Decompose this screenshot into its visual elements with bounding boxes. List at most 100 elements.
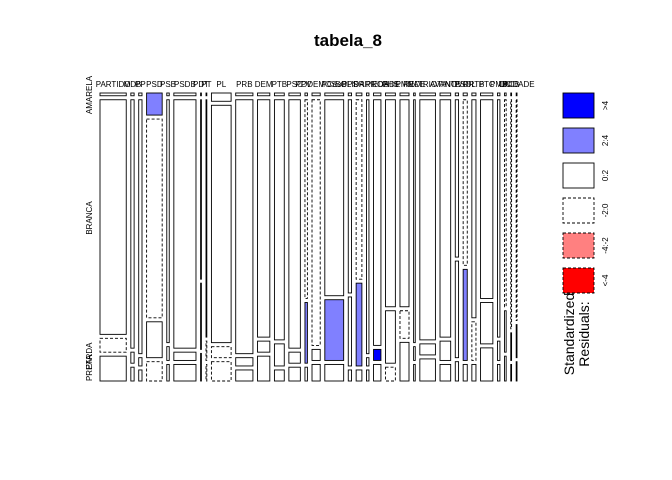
mosaic-tile-partido-parda [99, 337, 127, 353]
mosaic-tile-pros-amarela [373, 92, 382, 97]
mosaic-tile-solidariedade-amarela [366, 92, 370, 97]
mosaic-tile-prb-preta [235, 369, 254, 382]
legend-swatch-4 [562, 232, 595, 259]
mosaic-tile-psol-parda [462, 268, 468, 361]
mosaic-tile-pcdob-branca [324, 99, 345, 297]
column-label-psc: PSC [286, 80, 303, 89]
column-label-psb: PSB [160, 80, 176, 89]
mosaic-tile-pt-branca [205, 99, 208, 338]
mosaic-tile-pl-branca [210, 104, 232, 344]
mosaic-tile-pmn-preta [399, 341, 410, 382]
mosaic-tile-avante-preta [439, 363, 452, 382]
mosaic-tile-pcb-parda [510, 332, 513, 361]
mosaic-tile-pps-branca [347, 99, 352, 294]
mosaic-tile-psc-amarela [288, 92, 301, 97]
mosaic-tile-psc-branca [288, 99, 301, 349]
mosaic-tile-pmn-parda [399, 310, 410, 339]
mosaic-tile-pl-amarela [210, 92, 232, 102]
mosaic-tile-ptc-branca [480, 99, 494, 299]
mosaic-tile-pmb-amarela [497, 92, 501, 97]
row-label-amarela: AMARELA [85, 75, 94, 114]
column-label-pv: PV [301, 80, 312, 89]
mosaic-tile-novo-amarela [454, 92, 460, 97]
mosaic-tile-pros-preta [373, 363, 382, 382]
mosaic-tile-psol-preta [462, 363, 468, 382]
legend-label-5: <-4 [601, 274, 610, 286]
mosaic-tile-pv-branca [304, 99, 308, 299]
mosaic-tile-dem-branca [257, 99, 271, 338]
mosaic-tile-pmb-branca [497, 99, 501, 338]
legend-label-1: 2:4 [601, 134, 610, 146]
mosaic-tile-dc-amarela [504, 92, 507, 97]
mosaic-tile-unidade-preta [515, 361, 518, 382]
mosaic-tile-psd-preta [146, 361, 163, 382]
mosaic-tile-pps-preta [347, 369, 352, 382]
column-label-dem: DEM [255, 80, 273, 89]
column-label-avante: AVANTE [430, 80, 461, 89]
mosaic-tile-patriota-preta [419, 358, 436, 382]
legend-swatch-0 [562, 92, 595, 119]
mosaic-tile-pcb-amarela [510, 92, 513, 97]
mosaic-tile-dc-branca [504, 99, 507, 308]
mosaic-tile-psdb-branca [173, 99, 197, 349]
mosaic-tile-partido-amarela [99, 92, 127, 97]
mosaic-tile-pv-amarela [304, 92, 308, 97]
column-label-psol: PSOL [455, 80, 477, 89]
mosaic-tile-solidariedade-parda [366, 357, 370, 367]
mosaic-tile-ptc-amarela [480, 92, 494, 97]
legend: >4 2:4 0:2 -2:0 -4:-2 <-4 Standardized Residual… [561, 92, 610, 375]
column-label-patriota: PATRIOTA [409, 80, 448, 89]
mosaic-tile-dem-parda [257, 340, 271, 353]
mosaic-tile-mdb-branca [130, 99, 135, 349]
mosaic-tile-prb-amarela [235, 92, 254, 97]
mosaic-tile-psd-branca [146, 118, 163, 319]
mosaic-tile-pt-amarela [205, 92, 208, 97]
column-label-pcdob: PCdoB [322, 80, 347, 89]
mosaic-tile-psb-amarela [166, 92, 170, 97]
column-label-psd: PSD [146, 80, 163, 89]
mosaic-tile-pp-branca [138, 99, 143, 355]
mosaic-tile-patriota-amarela [419, 92, 436, 97]
mosaic-tile-pmb-parda [497, 340, 501, 361]
mosaic-tile-ptc-preta [480, 347, 494, 382]
column-label-pmn: PMN [396, 80, 414, 89]
mosaic-tile-pt-parda [205, 340, 208, 361]
mosaic-tile-avante-branca [439, 99, 452, 338]
mosaic-tile-pmn-amarela [399, 92, 410, 97]
mosaic-tile-unidade-branca [515, 99, 518, 322]
mosaic-tile-prb-parda [235, 357, 254, 367]
column-label-dc: DC [500, 80, 512, 89]
mosaic-tile-pdt-preta [200, 352, 202, 382]
mosaic-tile-phs-branca [385, 99, 396, 308]
mosaic-tile-phs-amarela [385, 92, 396, 97]
mosaic-tile-psdb-amarela [173, 92, 197, 97]
mosaic-tile-pros-branca [373, 99, 382, 346]
mosaic-tile-psc-parda [288, 351, 301, 364]
mosaic-tile-novo-branca [454, 99, 460, 258]
column-label-pp: PP [135, 80, 146, 89]
mosaic-tile-novo-preta [454, 361, 460, 382]
mosaic-tile-psdb-parda [173, 351, 197, 361]
mosaic-tile-psol-branca [462, 99, 468, 266]
mosaic-tile-prb-branca [235, 99, 254, 355]
column-label-pr: PR [353, 80, 364, 89]
column-label-phs: PHS [382, 80, 398, 89]
row-label-branca: BRANCA [85, 201, 94, 235]
mosaic-tile-pros-parda [373, 348, 382, 361]
column-label-pps: PPS [342, 80, 358, 89]
column-label-solidariedade: SOLIDARIEDADE [335, 80, 400, 89]
mosaic-tile-unidade-amarela [515, 92, 518, 97]
mosaic-tile-rede-branca [413, 99, 416, 344]
legend-swatch-1 [562, 127, 595, 154]
legend-label-0: >4 [601, 100, 610, 110]
mosaic-tile-phs-preta [385, 366, 396, 382]
mosaic-tile-dem-preta [257, 355, 271, 382]
mosaic-tile-ptb-parda [273, 343, 285, 367]
mosaic-tile-prtb-amarela [471, 92, 477, 97]
mosaic-tile-partido-branca [99, 99, 127, 335]
mosaic-tile-rede-amarela [413, 92, 416, 97]
legend-swatch-3 [562, 197, 595, 224]
mosaic-tile-pmb-preta [497, 363, 501, 382]
